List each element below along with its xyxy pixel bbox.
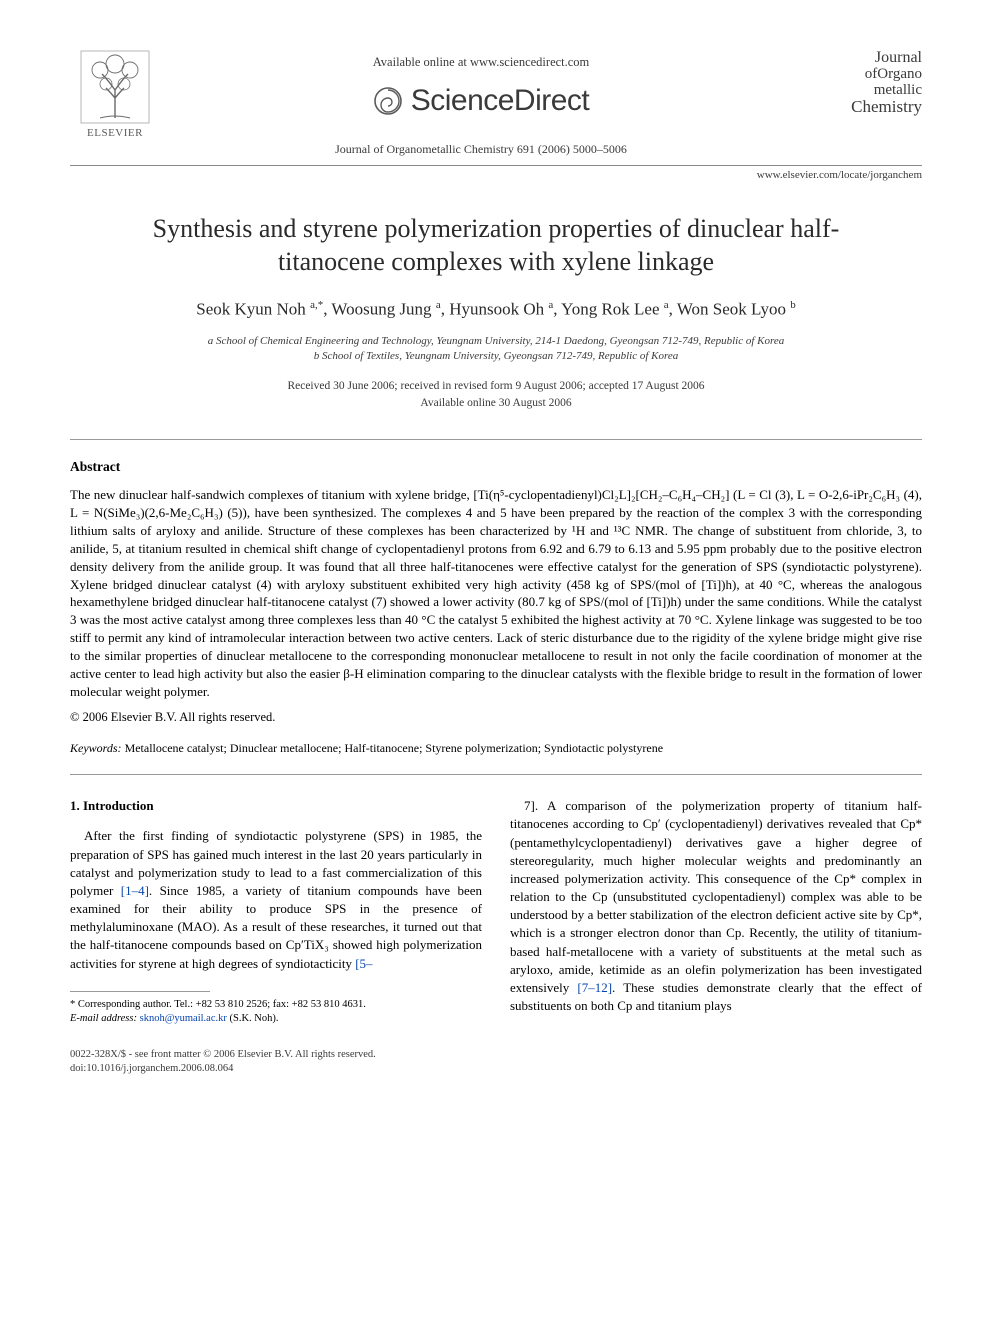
journal-logo: Journal ofOrgano metallic Chemistry [802, 50, 922, 116]
intro-heading: 1. Introduction [70, 797, 482, 815]
abstract-heading: Abstract [70, 458, 922, 476]
available-online-text: Available online at www.sciencedirect.co… [160, 54, 802, 71]
journal-name-line3: metallic [802, 83, 922, 99]
right-column: 7]. A comparison of the polymerization p… [510, 797, 922, 1026]
page-header: ELSEVIER Available online at www.science… [70, 50, 922, 157]
body-columns: 1. Introduction After the first finding … [70, 797, 922, 1026]
received-line: Received 30 June 2006; received in revis… [70, 378, 922, 394]
affiliation-b: b School of Textiles, Yeungnam Universit… [70, 349, 922, 364]
journal-name-line2: ofOrgano [802, 67, 922, 83]
doi-line: doi:10.1016/j.jorganchem.2006.08.064 [70, 1062, 922, 1076]
sciencedirect-logo: ScienceDirect [373, 81, 590, 122]
journal-name-line4: Chemistry [802, 98, 922, 116]
footnote-rule [70, 991, 210, 992]
footer-block: 0022-328X/$ - see front matter © 2006 El… [70, 1048, 922, 1076]
abstract-body: The new dinuclear half-sandwich complexe… [70, 486, 922, 701]
keywords-label: Keywords: [70, 741, 122, 755]
footnote-block: * Corresponding author. Tel.: +82 53 810… [70, 998, 482, 1026]
sciencedirect-swirl-icon [373, 86, 403, 116]
abstract-top-rule [70, 439, 922, 440]
email-suffix: (S.K. Noh). [229, 1013, 278, 1024]
abstract-copyright: © 2006 Elsevier B.V. All rights reserved… [70, 709, 922, 726]
left-column: 1. Introduction After the first finding … [70, 797, 482, 1026]
email-label: E-mail address: [70, 1013, 137, 1024]
corresponding-author: * Corresponding author. Tel.: +82 53 810… [70, 998, 482, 1012]
elsevier-label: ELSEVIER [87, 126, 143, 141]
email-line: E-mail address: sknoh@yumail.ac.kr (S.K.… [70, 1012, 482, 1026]
affiliations-block: a School of Chemical Engineering and Tec… [70, 334, 922, 365]
issn-line: 0022-328X/$ - see front matter © 2006 El… [70, 1048, 922, 1062]
keywords-list: Metallocene catalyst; Dinuclear metalloc… [125, 741, 663, 755]
affiliation-a: a School of Chemical Engineering and Tec… [70, 334, 922, 349]
header-rule [70, 165, 922, 166]
article-title: Synthesis and styrene polymerization pro… [110, 213, 882, 278]
dates-block: Received 30 June 2006; received in revis… [70, 378, 922, 410]
sciencedirect-text: ScienceDirect [411, 81, 590, 122]
journal-name-line1: Journal [802, 50, 922, 67]
locate-url: www.elsevier.com/locate/jorganchem [70, 168, 922, 183]
online-line: Available online 30 August 2006 [70, 395, 922, 411]
elsevier-tree-icon [80, 50, 150, 124]
intro-col2-text: 7]. A comparison of the polymerization p… [510, 797, 922, 1015]
journal-citation: Journal of Organometallic Chemistry 691 … [160, 141, 802, 157]
intro-col1-text: After the first finding of syndiotactic … [70, 827, 482, 973]
center-header: Available online at www.sciencedirect.co… [160, 50, 802, 157]
authors-line: Seok Kyun Noh a,*, Woosung Jung a, Hyuns… [70, 298, 922, 322]
abstract-bottom-rule [70, 774, 922, 775]
elsevier-logo-block: ELSEVIER [70, 50, 160, 141]
keywords-line: Keywords: Metallocene catalyst; Dinuclea… [70, 740, 922, 756]
email-link[interactable]: sknoh@yumail.ac.kr [140, 1013, 227, 1024]
